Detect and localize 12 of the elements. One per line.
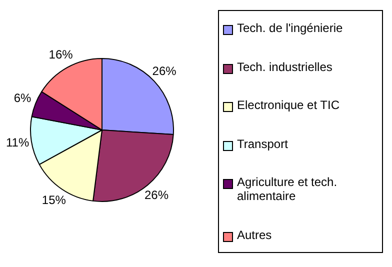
data-label: 11% [6,136,30,150]
legend-label: Tech. de l'ingénierie [237,21,343,35]
legend-label: Agriculture et tech. alimentaire [237,175,338,204]
data-label: 16% [48,47,74,62]
data-label: 15% [42,193,66,208]
data-label: 6% [14,90,32,105]
legend-label: Electronique et TIC [237,98,340,112]
legend-label: Autres [237,228,272,242]
legend-label: Transport [237,136,288,151]
data-label: 26% [144,188,169,202]
data-label: 26% [152,64,177,78]
legend-label: Tech. industrielles [237,60,332,74]
